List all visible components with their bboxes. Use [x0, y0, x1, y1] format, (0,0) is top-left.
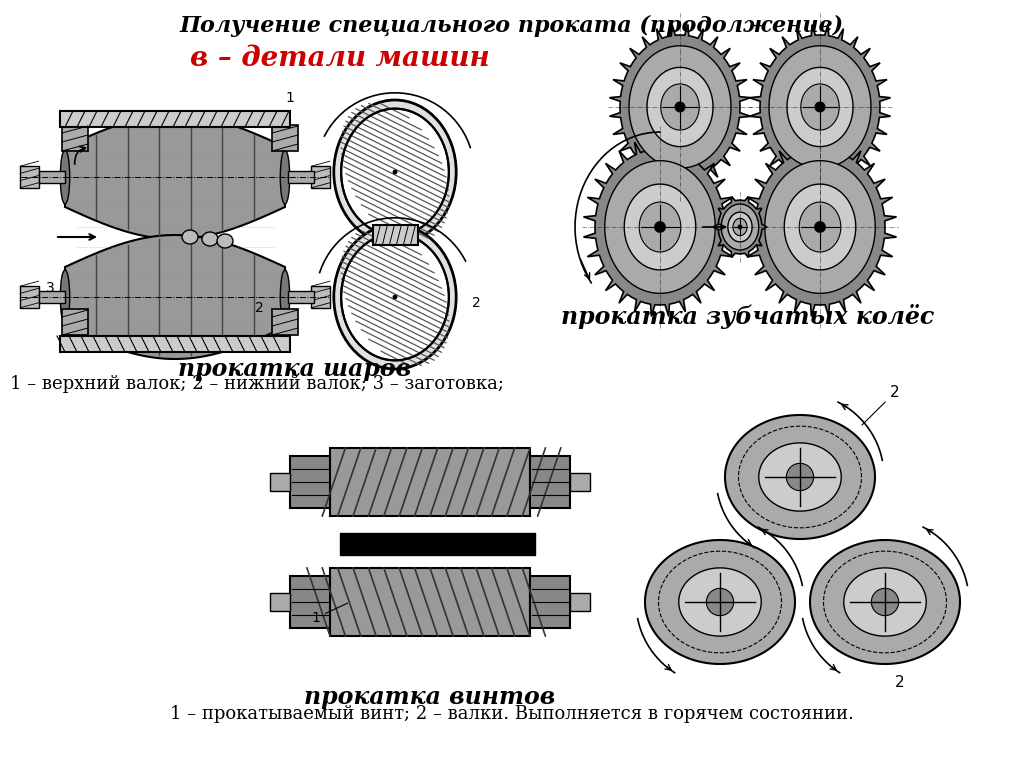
Polygon shape [625, 184, 695, 270]
Polygon shape [584, 137, 736, 317]
FancyBboxPatch shape [330, 448, 530, 516]
Polygon shape [750, 25, 891, 189]
Polygon shape [733, 219, 748, 235]
Text: 1 – верхний валок; 2 – нижний валок; 3 – заготовка;: 1 – верхний валок; 2 – нижний валок; 3 –… [10, 375, 504, 393]
Polygon shape [645, 540, 795, 664]
FancyBboxPatch shape [60, 111, 290, 127]
Polygon shape [810, 540, 961, 664]
Ellipse shape [281, 270, 290, 324]
Ellipse shape [334, 100, 457, 244]
Ellipse shape [60, 150, 70, 204]
Text: 3: 3 [46, 281, 55, 295]
FancyBboxPatch shape [39, 171, 65, 183]
FancyBboxPatch shape [330, 568, 530, 636]
Polygon shape [784, 184, 856, 270]
Polygon shape [713, 196, 767, 258]
Circle shape [815, 102, 824, 112]
FancyBboxPatch shape [340, 533, 535, 555]
Text: прокатка зубчатых колёс: прокатка зубчатых колёс [561, 304, 935, 329]
Polygon shape [721, 204, 759, 250]
FancyBboxPatch shape [570, 593, 590, 611]
Circle shape [707, 588, 733, 616]
Ellipse shape [334, 225, 457, 369]
Ellipse shape [60, 270, 70, 324]
Polygon shape [679, 568, 761, 636]
Polygon shape [65, 235, 285, 359]
FancyBboxPatch shape [530, 456, 570, 508]
Polygon shape [639, 202, 681, 252]
Polygon shape [844, 568, 927, 636]
Text: 2: 2 [895, 675, 905, 690]
Polygon shape [769, 46, 871, 168]
FancyBboxPatch shape [272, 309, 298, 335]
FancyBboxPatch shape [311, 166, 330, 188]
FancyBboxPatch shape [62, 309, 88, 335]
Ellipse shape [341, 234, 449, 360]
Text: 2: 2 [862, 385, 900, 425]
Polygon shape [787, 67, 853, 146]
Polygon shape [765, 161, 876, 293]
Polygon shape [743, 137, 897, 317]
Text: 1: 1 [311, 603, 347, 625]
FancyBboxPatch shape [288, 171, 314, 183]
FancyBboxPatch shape [570, 473, 590, 491]
FancyBboxPatch shape [288, 291, 314, 303]
Text: прокатка шаров: прокатка шаров [178, 357, 412, 381]
FancyBboxPatch shape [62, 125, 88, 151]
FancyBboxPatch shape [270, 593, 290, 611]
Ellipse shape [281, 150, 290, 204]
Text: прокатка винтов: прокатка винтов [304, 685, 556, 709]
Polygon shape [801, 84, 840, 130]
FancyBboxPatch shape [311, 286, 330, 308]
FancyBboxPatch shape [290, 576, 330, 628]
FancyBboxPatch shape [20, 166, 39, 188]
Circle shape [392, 170, 397, 174]
FancyBboxPatch shape [39, 291, 65, 303]
FancyBboxPatch shape [530, 576, 570, 628]
Text: в – детали машин: в – детали машин [190, 45, 489, 72]
FancyBboxPatch shape [290, 456, 330, 508]
Ellipse shape [202, 232, 218, 246]
Polygon shape [647, 67, 713, 146]
Polygon shape [728, 212, 752, 242]
Polygon shape [609, 25, 751, 189]
Polygon shape [759, 443, 842, 511]
Ellipse shape [341, 109, 449, 235]
Circle shape [871, 588, 899, 616]
Ellipse shape [182, 230, 198, 244]
Circle shape [815, 222, 825, 232]
Polygon shape [605, 161, 715, 293]
FancyBboxPatch shape [20, 286, 39, 308]
Polygon shape [725, 415, 874, 539]
FancyBboxPatch shape [270, 473, 290, 491]
Text: 2: 2 [472, 296, 480, 310]
Ellipse shape [217, 234, 233, 248]
Circle shape [392, 295, 397, 299]
Circle shape [786, 463, 814, 491]
Circle shape [675, 102, 685, 112]
FancyBboxPatch shape [60, 336, 290, 352]
Text: 1: 1 [285, 91, 294, 105]
FancyBboxPatch shape [373, 225, 418, 245]
Polygon shape [65, 115, 285, 239]
Polygon shape [660, 84, 699, 130]
Polygon shape [629, 46, 731, 168]
FancyBboxPatch shape [272, 125, 298, 151]
Circle shape [738, 225, 741, 229]
Polygon shape [799, 202, 841, 252]
Text: Получение специального проката (продолжение): Получение специального проката (продолже… [180, 15, 844, 37]
Text: 2: 2 [255, 301, 264, 315]
Text: 1 – прокатываемый винт; 2 – валки. Выполняется в горячем состоянии.: 1 – прокатываемый винт; 2 – валки. Выпол… [170, 705, 854, 723]
Circle shape [654, 222, 666, 232]
